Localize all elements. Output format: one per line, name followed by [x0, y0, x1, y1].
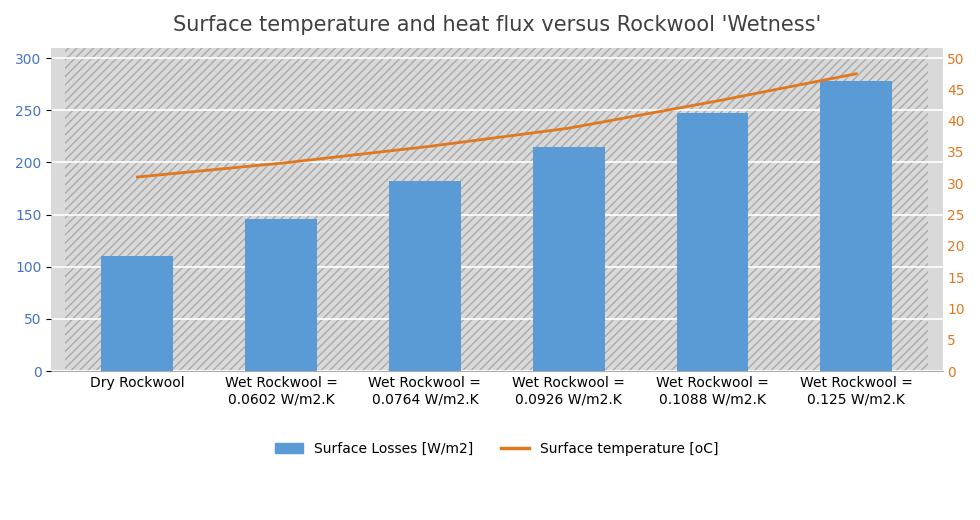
Title: Surface temperature and heat flux versus Rockwool 'Wetness': Surface temperature and heat flux versus… [172, 15, 821, 35]
Bar [497, 48, 641, 371]
Bar [784, 48, 928, 371]
Bar [641, 48, 784, 371]
Bar [245, 219, 318, 371]
Bar [389, 181, 461, 371]
Bar [210, 48, 353, 371]
Bar [676, 113, 749, 371]
Legend: Surface Losses [W/m2], Surface temperature [oC]: Surface Losses [W/m2], Surface temperatu… [270, 436, 724, 461]
Bar [101, 256, 173, 371]
Bar [353, 48, 497, 371]
Bar [66, 48, 210, 371]
Bar [533, 147, 605, 371]
Bar [820, 81, 892, 371]
